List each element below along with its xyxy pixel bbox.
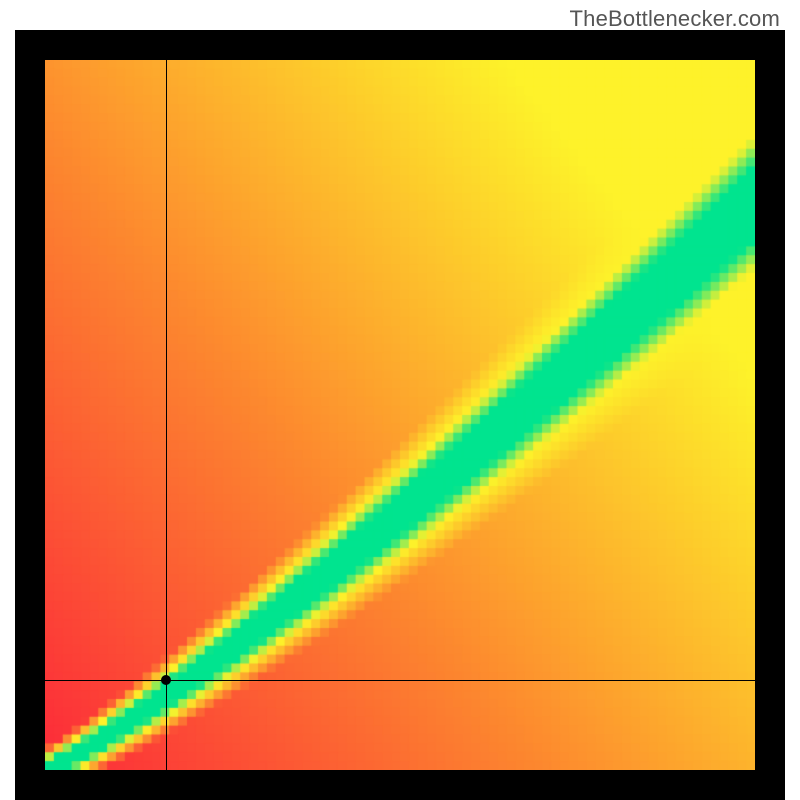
watermark-text: TheBottlenecker.com [570,6,780,32]
crosshair-horizontal [45,680,755,681]
crosshair-vertical [166,60,167,770]
plot-frame [15,30,785,800]
bottleneck-heatmap [45,60,755,770]
crosshair-marker [161,675,171,685]
